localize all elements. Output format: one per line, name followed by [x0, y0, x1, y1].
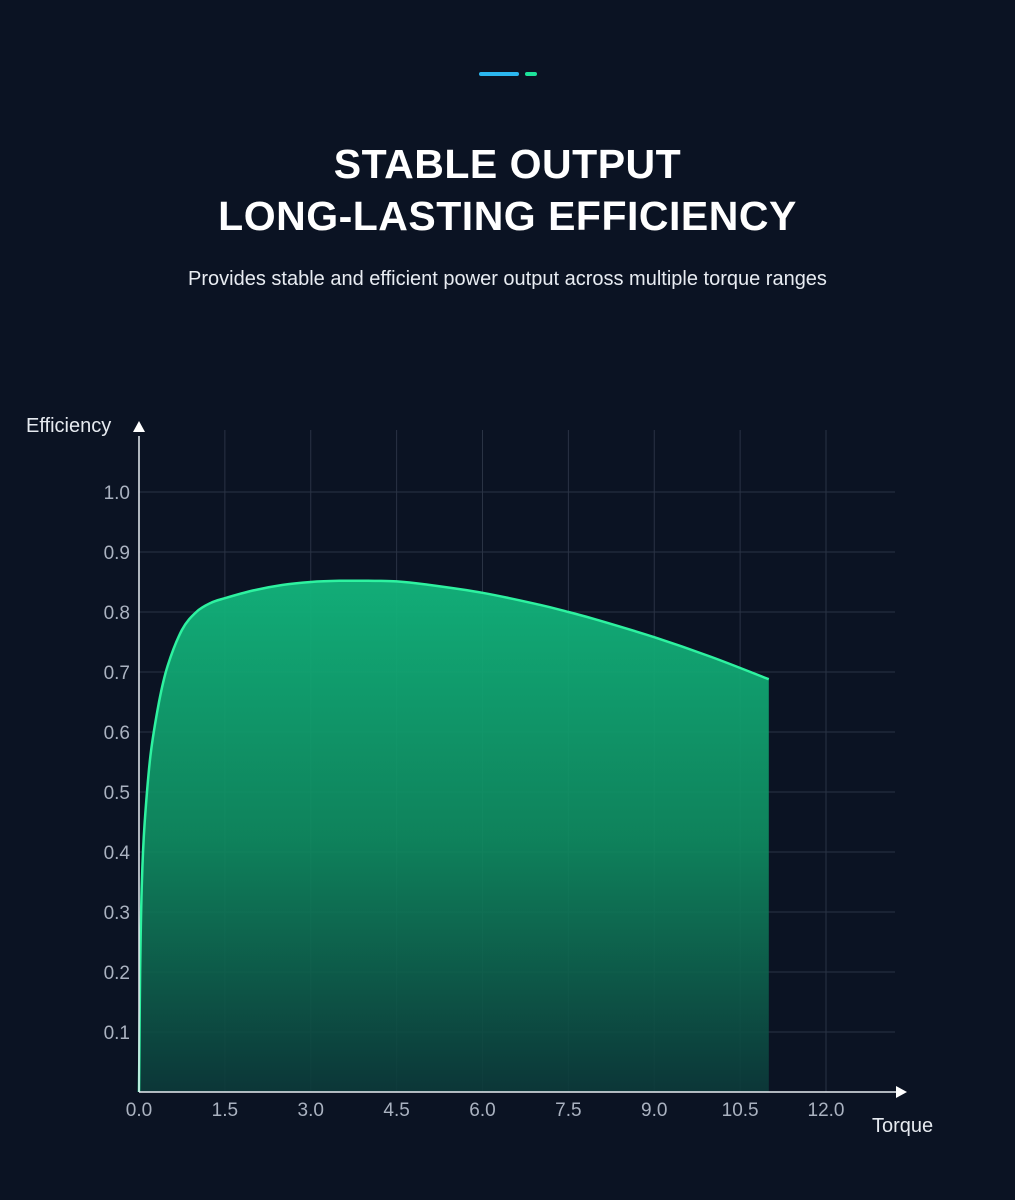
- x-tick-label: 1.5: [212, 1100, 238, 1121]
- efficiency-torque-chart: 0.0 1.5 3.0 4.5 6.0 7.5 9.0 10.5 12.0 0.1 0.2 0.3 0.…: [26, 415, 933, 1137]
- x-tick-label: 3.0: [298, 1100, 324, 1121]
- y-tick-label: 0.9: [104, 543, 130, 564]
- accent-bar-green: [525, 72, 537, 76]
- title-line-2: LONG-LASTING EFFICIENCY: [218, 193, 797, 239]
- accent-bar-blue: [479, 72, 519, 76]
- efficiency-curve-line: [137, 579, 770, 1093]
- y-tick-label: 0.5: [104, 783, 130, 804]
- page-subtitle: Provides stable and efficient power outp…: [188, 268, 827, 290]
- y-tick-label: 0.2: [104, 963, 130, 984]
- chart-area-layer: [137, 579, 770, 1093]
- page-title: STABLE OUTPUT LONG-LASTING EFFICIENCY: [0, 138, 1015, 242]
- x-tick-label: 10.5: [722, 1100, 759, 1121]
- y-tick-label: 0.3: [104, 903, 130, 924]
- y-axis-arrow-icon: [133, 421, 145, 432]
- y-tick-label: 0.6: [104, 723, 130, 744]
- x-axis-arrow-icon: [896, 1086, 907, 1098]
- x-tick-label: 9.0: [641, 1100, 667, 1121]
- x-tick-label: 6.0: [469, 1100, 495, 1121]
- y-tick-label: 1.0: [104, 483, 130, 504]
- chart-tick-labels: 0.0 1.5 3.0 4.5 6.0 7.5 9.0 10.5 12.0 0.1 0.2 0.3 0.…: [104, 483, 845, 1121]
- efficiency-area-fill: [139, 580, 769, 1092]
- y-axis-label: Efficiency: [26, 415, 111, 437]
- y-tick-label: 0.8: [104, 603, 130, 624]
- y-tick-label: 0.7: [104, 663, 130, 684]
- x-axis-label: Torque: [872, 1115, 933, 1137]
- x-tick-label: 4.5: [383, 1100, 409, 1121]
- chart-axes: [133, 421, 907, 1098]
- title-line-1: STABLE OUTPUT: [333, 141, 682, 187]
- y-tick-label: 0.1: [104, 1023, 130, 1044]
- x-tick-label: 0.0: [126, 1100, 152, 1121]
- x-tick-label: 7.5: [555, 1100, 581, 1121]
- x-tick-label: 12.0: [808, 1100, 845, 1121]
- y-tick-label: 0.4: [104, 843, 131, 864]
